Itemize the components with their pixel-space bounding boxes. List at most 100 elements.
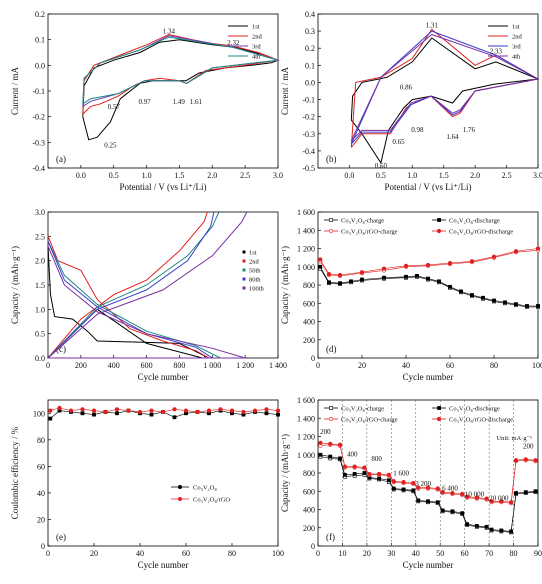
panel-3: 0 200 400 600 800 1 000 1 200 1 400 3.0 2.5 2.0 1.5… <box>10 208 287 382</box>
peak-label: 0.98 <box>411 126 424 134</box>
legend-swatch <box>242 259 246 263</box>
data-point <box>411 488 416 493</box>
y-axis-label: Current / mA <box>10 67 20 115</box>
legend-swatch <box>242 286 246 290</box>
y-tick-label: 1 200 <box>297 245 315 254</box>
data-point <box>68 408 74 413</box>
y-tick-label: 80 <box>37 436 45 445</box>
plot-frame <box>47 399 279 547</box>
y-axis-label: Coulombic efficiency / % <box>10 426 20 519</box>
data-point <box>103 409 108 415</box>
legend: 1st 2nd 3rd 4th <box>228 24 263 61</box>
data-point <box>149 412 154 417</box>
data-point <box>137 409 143 415</box>
series-line-100th <box>46 211 248 359</box>
legend: 1st 2nd 50th 80th 100th <box>242 250 265 293</box>
peak-label: 0.50 <box>375 162 388 170</box>
y-tick-label: 200 <box>303 524 315 533</box>
y-tick-label: 1 200 <box>297 433 315 442</box>
series-line-Co₃V₂O₈-discharge <box>319 266 538 307</box>
x-tick-label: 2.5 <box>502 171 512 180</box>
rate-label: 800 <box>371 455 382 463</box>
data-point <box>533 489 538 494</box>
y-tick-label: 0 <box>311 354 315 363</box>
data-point <box>362 471 367 475</box>
x-tick-label: 2.0 <box>470 171 480 180</box>
data-point <box>318 452 323 457</box>
y-tick-label: 800 <box>303 281 315 290</box>
data-point <box>160 409 166 415</box>
rate-label: 6 400 <box>442 484 458 492</box>
legend-label: Co₃V₂O₈ <box>193 485 217 492</box>
data-point <box>450 490 455 496</box>
data-point <box>465 494 470 499</box>
y-tick-label: 40 <box>37 489 45 498</box>
legend-label: 1st <box>252 24 260 31</box>
x-axis-label: Potential / V (vs Li⁺/Li) <box>120 182 207 192</box>
legend-label: 2nd <box>252 34 263 41</box>
data-point <box>114 407 120 412</box>
data-point <box>465 522 470 527</box>
x-tick-label: 60 <box>182 549 190 558</box>
y-tick-label: -0.1 <box>302 96 315 105</box>
legend-label: Co₃V₂O₈-charge <box>341 406 384 413</box>
rate-label: 3 200 <box>415 480 431 488</box>
y-tick-label: -0.4 <box>302 147 315 156</box>
x-tick-label: 10 <box>338 549 346 558</box>
legend-label: 4th <box>252 54 261 61</box>
data-point <box>377 476 382 481</box>
data-point <box>381 266 387 271</box>
data-point <box>415 273 419 278</box>
x-tick-label: 1.0 <box>142 171 152 180</box>
legend-marker <box>178 485 182 489</box>
data-point <box>327 280 331 285</box>
x-tick-label: 3.0 <box>273 171 283 180</box>
legend-label: 1st <box>512 24 520 31</box>
panel-label: (c) <box>56 344 66 354</box>
data-point <box>469 259 475 264</box>
data-point <box>499 499 504 504</box>
y-tick-label: 1 600 <box>297 208 315 217</box>
y-tick-label: 2.0 <box>35 257 45 266</box>
data-point <box>401 480 406 485</box>
x-tick-label: 60 <box>446 361 454 370</box>
series-line-3rd <box>82 35 279 107</box>
x-tick-label: 0 <box>316 549 320 558</box>
data-point <box>459 289 463 294</box>
data-point <box>523 457 528 462</box>
data-point <box>92 412 96 417</box>
data-point <box>513 249 519 254</box>
x-tick-label: 400 <box>108 361 120 370</box>
legend-label: 4th <box>512 54 521 61</box>
y-tick-label: 100 <box>33 409 45 418</box>
y-tick-label: 0.0 <box>35 354 45 363</box>
data-point <box>80 411 85 416</box>
data-point <box>328 441 333 446</box>
panel-label: (e) <box>56 532 66 542</box>
y-tick-label: 800 <box>303 469 315 478</box>
x-tick-label: 0 <box>46 549 50 558</box>
legend-marker <box>328 416 334 422</box>
y-tick-label: 0.0 <box>35 61 45 70</box>
rate-label: 10 000 <box>465 491 485 499</box>
y-tick-label: -0.5 <box>302 164 315 173</box>
data-point <box>416 485 421 490</box>
data-point <box>503 300 507 305</box>
x-tick-label: 1.5 <box>174 171 184 180</box>
data-point <box>342 472 347 477</box>
x-tick-label: 0 <box>316 361 320 370</box>
legend-label: Co₃V₂O₈-discharge <box>449 406 500 413</box>
data-point <box>337 272 343 278</box>
legend-label: Co₃V₂O₈/rGO <box>193 497 230 504</box>
x-axis-label: Potential / V (vs Li⁺/Li) <box>385 182 472 192</box>
data-point <box>426 276 430 281</box>
data-point <box>492 298 496 303</box>
data-point <box>535 246 541 251</box>
data-point <box>447 261 453 266</box>
legend: Co₃V₂O₈-charge Co₃V₂O₈-discharge Co₃V₂O₈/r… <box>324 218 513 236</box>
x-tick-label: 0.0 <box>344 171 354 180</box>
series-line-4th <box>82 36 279 105</box>
legend-marker <box>178 497 182 501</box>
data-point <box>474 495 479 500</box>
legend-label: 3rd <box>252 44 261 51</box>
